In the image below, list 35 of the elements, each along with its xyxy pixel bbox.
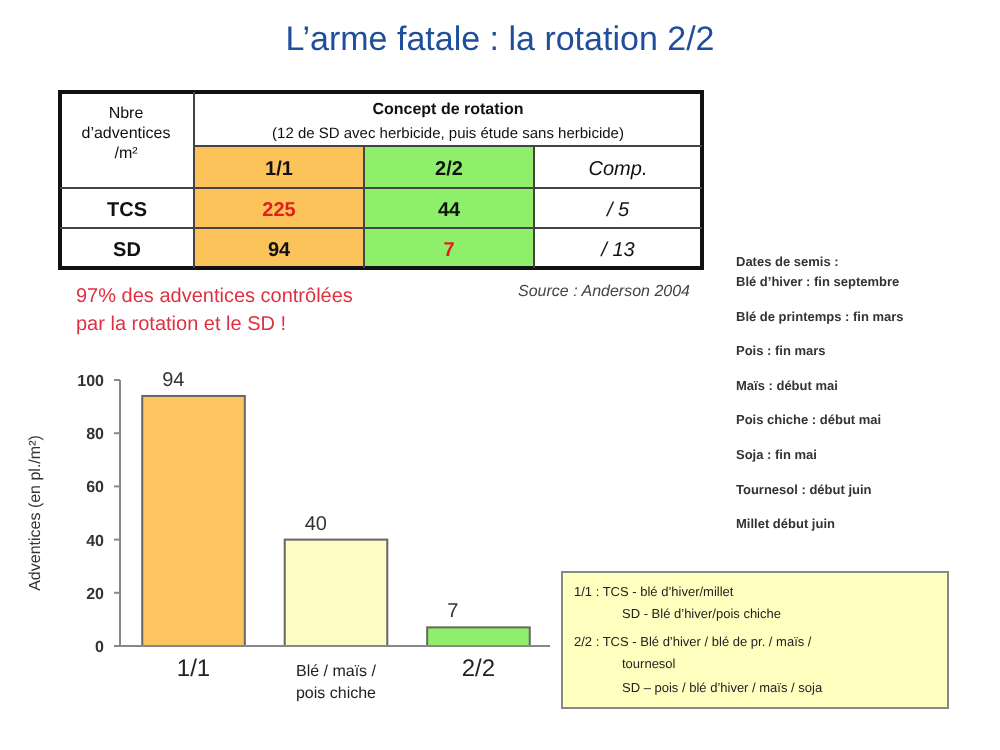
text: 2/2 <box>435 159 464 181</box>
text: Concept de rotation <box>372 100 524 118</box>
bar <box>426 626 531 647</box>
y-tick-label: 20 <box>86 584 106 603</box>
y-tick-label: 60 <box>86 478 106 497</box>
data-label: 40 <box>304 513 328 536</box>
y-tick-label: 0 <box>95 638 106 656</box>
chart-title: L’arme fatale : la rotation 2/2 <box>285 20 715 58</box>
bar <box>283 538 389 647</box>
text: Nbre <box>108 104 145 122</box>
text: d’adventices <box>81 124 171 142</box>
data-label: 94 <box>162 369 186 392</box>
y-tick-label: 80 <box>86 425 106 444</box>
text: / 5 <box>604 200 630 222</box>
text: TCS <box>107 200 148 222</box>
text: 1/1 <box>265 159 294 181</box>
text: 7 <box>443 240 456 262</box>
text: par la rotation et le SD ! <box>76 314 287 336</box>
text: SD <box>113 240 141 262</box>
data-label: 7 <box>447 601 460 624</box>
text: / 13 <box>599 240 636 262</box>
source-note: Source : Anderson 2004 <box>518 282 692 300</box>
text: 225 <box>262 200 297 222</box>
text: 94 <box>267 240 291 262</box>
x-tick-label: Blé / maïs / pois chiche <box>295 662 378 702</box>
x-tick-label: 2/2 <box>461 654 496 682</box>
x-tick-label: 1/1 <box>176 654 211 682</box>
text: /m² <box>114 144 139 162</box>
text: 97% des adventices contrôlées <box>76 286 353 308</box>
bar <box>141 394 246 647</box>
y-axis-title: Adventices (en pl./m²) <box>26 434 44 591</box>
text: Comp. <box>588 159 648 181</box>
text: 44 <box>437 200 461 222</box>
y-tick-label: 100 <box>77 372 106 390</box>
y-tick-label: 40 <box>86 531 106 550</box>
